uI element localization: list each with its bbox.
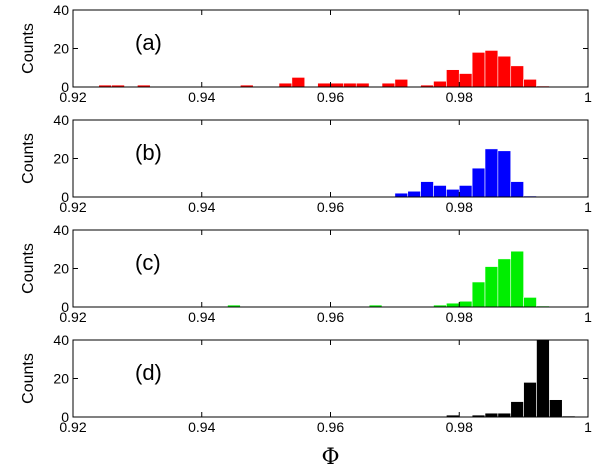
histogram-bar xyxy=(536,339,550,418)
x-tick-label: 1 xyxy=(584,199,592,215)
histogram-panel-1: 0.92 0.94 0.96 0.98 1 0 20 40 Counts (a) xyxy=(20,2,592,105)
panel-label: (d) xyxy=(135,360,162,385)
x-tick-label: 0.96 xyxy=(317,309,344,325)
histogram-bar xyxy=(381,82,396,88)
histogram-bar xyxy=(458,73,473,88)
histogram-bar xyxy=(523,382,537,418)
histogram-bar xyxy=(355,82,370,88)
y-tick-label: 40 xyxy=(53,332,69,348)
y-tick-label: 40 xyxy=(53,2,69,18)
histogram-bar xyxy=(446,302,460,308)
histogram-bar xyxy=(484,50,499,88)
histogram-bar xyxy=(471,52,486,88)
histogram-bar xyxy=(523,79,537,88)
y-tick-label: 40 xyxy=(53,112,69,128)
x-tick-label: 0.98 xyxy=(446,89,473,105)
x-tick-label: 0.98 xyxy=(446,309,473,325)
histogram-bar xyxy=(446,69,460,88)
histogram-bar xyxy=(497,55,512,88)
panel-label: (a) xyxy=(135,30,162,55)
histogram-bar xyxy=(330,82,344,88)
histogram-bar xyxy=(458,300,473,308)
histogram-panel-3: 0.92 0.94 0.96 0.98 1 0 20 40 Counts (c) xyxy=(20,222,592,325)
y-tick-label: 0 xyxy=(61,79,69,95)
histogram-bar xyxy=(458,185,473,198)
panel-label: (b) xyxy=(135,140,162,165)
y-tick-label: 0 xyxy=(61,299,69,315)
histogram-bar xyxy=(484,266,499,308)
y-tick-label: 20 xyxy=(53,261,69,277)
panel-label: (c) xyxy=(135,250,161,275)
y-tick-label: 0 xyxy=(61,409,69,425)
histogram-bar xyxy=(549,399,563,418)
histogram-panel-4: 0.92 0.94 0.96 0.98 1 0 20 40 Counts (d) Φ xyxy=(20,332,592,469)
histogram-bar xyxy=(497,258,512,308)
histogram-bar xyxy=(420,181,434,198)
histogram-bar xyxy=(343,82,357,88)
histogram-bar xyxy=(407,190,421,198)
y-tick-label: 0 xyxy=(61,189,69,205)
histogram-bar xyxy=(433,80,447,88)
y-axis-label: Counts xyxy=(20,133,37,184)
histogram-bar xyxy=(484,148,499,198)
x-tick-label: 0.98 xyxy=(446,419,473,435)
histogram-bar xyxy=(291,77,306,88)
x-tick-label: 0.96 xyxy=(317,199,344,215)
y-tick-label: 20 xyxy=(53,41,69,57)
x-tick-label: 0.92 xyxy=(59,89,86,105)
y-axis-label: Counts xyxy=(20,243,37,294)
histogram-bar xyxy=(484,412,499,418)
x-tick-label: 0.94 xyxy=(188,419,215,435)
x-tick-label: 0.92 xyxy=(59,309,86,325)
histogram-bar xyxy=(278,82,293,88)
x-tick-label: 0.96 xyxy=(317,419,344,435)
histogram-bar xyxy=(394,79,409,88)
histogram-bar xyxy=(497,412,512,418)
y-axis-label: Counts xyxy=(20,353,37,404)
y-axis-label: Counts xyxy=(20,23,37,74)
histogram-bar xyxy=(394,192,409,198)
y-tick-label: 20 xyxy=(53,151,69,167)
x-tick-label: 0.94 xyxy=(188,89,215,105)
x-tick-label: 0.96 xyxy=(317,89,344,105)
x-tick-label: 1 xyxy=(584,309,592,325)
x-tick-label: 0.94 xyxy=(188,199,215,215)
histogram-bar xyxy=(510,65,524,88)
x-tick-label: 0.98 xyxy=(446,199,473,215)
x-tick-label: 1 xyxy=(584,89,592,105)
histogram-panel-2: 0.92 0.94 0.96 0.98 1 0 20 40 Counts (b) xyxy=(20,112,592,215)
x-tick-label: 0.92 xyxy=(59,199,86,215)
histogram-bar xyxy=(471,281,486,308)
histogram-bar xyxy=(497,150,512,198)
x-tick-label: 0.92 xyxy=(59,419,86,435)
histogram-bar xyxy=(510,181,524,198)
histogram-bar xyxy=(446,189,460,198)
y-tick-label: 20 xyxy=(53,371,69,387)
x-tick-label: 0.94 xyxy=(188,309,215,325)
histogram-bar xyxy=(317,82,331,88)
y-tick-label: 40 xyxy=(53,222,69,238)
histogram-bar xyxy=(433,185,447,198)
histogram-bar xyxy=(510,250,524,308)
x-tick-label: 1 xyxy=(584,419,592,435)
histogram-bar xyxy=(523,297,537,308)
histogram-bar xyxy=(471,167,486,198)
histogram-bar xyxy=(510,401,524,418)
x-axis-label: Φ xyxy=(321,445,339,469)
